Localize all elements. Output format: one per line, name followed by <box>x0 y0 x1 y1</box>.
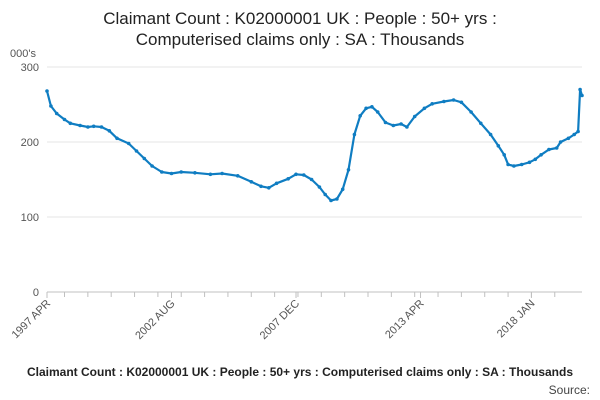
data-point <box>547 147 551 152</box>
x-tick-label: 1997 APR <box>10 298 54 342</box>
chart-title-line-1: Claimant Count : K02000001 UK : People :… <box>103 9 497 28</box>
data-point <box>488 132 493 137</box>
data-point <box>412 114 417 119</box>
data-point <box>169 171 174 176</box>
data-point <box>179 170 183 174</box>
data-point <box>329 198 333 203</box>
data-point <box>496 144 501 148</box>
data-point <box>142 156 147 161</box>
data-point <box>62 117 67 122</box>
data-point <box>78 123 82 128</box>
source-label: Source: <box>549 383 590 397</box>
data-point <box>335 197 339 201</box>
data-point <box>519 162 524 167</box>
data-point <box>558 140 563 144</box>
data-point <box>115 136 119 141</box>
data-point <box>68 121 73 126</box>
data-point <box>364 106 368 111</box>
series-layer <box>45 87 584 203</box>
data-point <box>502 153 507 157</box>
data-point <box>302 173 306 177</box>
data-point <box>235 174 240 178</box>
y-tick-label: 300 <box>21 62 39 74</box>
data-point <box>249 180 254 184</box>
data-point <box>554 146 559 150</box>
legend-label: Claimant Count : K02000001 UK : People :… <box>27 365 573 379</box>
data-point <box>506 162 510 167</box>
data-point <box>580 93 584 98</box>
data-point <box>208 172 213 177</box>
x-tick-label: 2007 DEC <box>258 298 302 342</box>
data-point <box>107 129 112 133</box>
data-point <box>150 164 154 168</box>
data-point <box>576 129 580 134</box>
data-point <box>193 171 197 175</box>
data-point <box>126 141 131 146</box>
data-point <box>533 157 538 162</box>
data-point <box>422 106 427 111</box>
data-point <box>459 100 464 105</box>
data-point <box>54 111 59 116</box>
data-point <box>358 114 363 118</box>
data-point <box>375 110 380 114</box>
data-point <box>383 120 388 125</box>
y-tick-label: 0 <box>33 287 39 299</box>
x-tick-label: 2002 AUG <box>133 298 177 342</box>
data-point <box>527 160 532 165</box>
data-point <box>267 186 271 190</box>
data-point <box>430 102 435 106</box>
data-point <box>566 136 571 141</box>
gridlines <box>47 66 582 293</box>
data-point <box>160 170 164 174</box>
data-point <box>391 123 396 128</box>
data-point <box>399 122 403 126</box>
data-point <box>405 125 409 129</box>
data-point <box>286 177 291 181</box>
data-point <box>317 185 322 189</box>
data-point <box>340 187 345 192</box>
y-axis-unit-label: 000's <box>10 48 36 60</box>
data-point <box>49 104 53 108</box>
data-point <box>442 99 446 104</box>
axes: 0 100 200 300 1997 APR 2002 AUG 2007 DEC 2013 A… <box>10 62 582 342</box>
data-point <box>352 132 357 137</box>
data-point <box>294 172 298 177</box>
data-point <box>451 98 456 102</box>
data-point <box>572 132 576 137</box>
data-point <box>346 168 351 172</box>
data-point <box>274 181 279 186</box>
data-point <box>323 192 328 197</box>
data-point <box>479 121 483 126</box>
chart-title-line-2: Computerised claims only : SA : Thousand… <box>136 30 465 49</box>
data-point <box>469 110 473 114</box>
data-point <box>99 125 104 129</box>
data-point <box>259 184 263 189</box>
data-point <box>86 125 90 129</box>
y-tick-label: 100 <box>21 212 39 224</box>
data-point <box>45 89 49 93</box>
x-tick-label: 2013 APR <box>383 298 427 342</box>
data-point <box>539 153 543 157</box>
data-point <box>134 149 139 153</box>
data-point <box>578 87 582 92</box>
data-point <box>370 105 374 109</box>
data-point <box>220 171 224 176</box>
data-point <box>309 177 314 182</box>
data-point <box>91 124 96 129</box>
y-tick-label: 200 <box>21 137 39 149</box>
series-line <box>45 88 584 202</box>
data-point <box>512 164 516 168</box>
x-tick-label: 2018 JAN <box>495 298 538 341</box>
